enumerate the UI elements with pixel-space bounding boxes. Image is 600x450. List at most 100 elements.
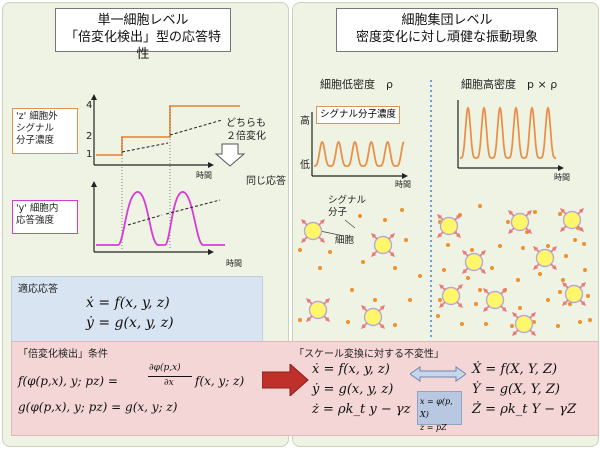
signal-dot — [470, 248, 474, 252]
signal-dot — [404, 238, 408, 242]
signal-dot — [361, 260, 365, 264]
right-title-box: 細胞集団レベル 密度変化に対し頑健な振動現象 — [336, 8, 558, 52]
y-response-curve — [96, 191, 225, 246]
cell-icon — [437, 214, 461, 238]
eq-left-2: ẏ = g(x, y, z) — [312, 382, 394, 397]
cell-icon — [508, 210, 532, 234]
cell-icon — [361, 305, 385, 329]
signal-dot — [358, 214, 362, 218]
cells-group — [301, 208, 586, 336]
transform-box: x = φ(p, X) z = pZ — [417, 391, 462, 432]
y-label: 'y' 細胞内 応答強度 — [12, 200, 78, 234]
tick-1: 1 — [86, 149, 93, 160]
cell-icon — [462, 250, 486, 274]
signal-dot — [583, 268, 587, 272]
signal-dot — [518, 306, 522, 310]
signal-dot — [498, 244, 502, 248]
high-label: 高 — [300, 116, 310, 127]
low-osc-curve — [314, 140, 405, 167]
signal-dot — [568, 302, 572, 306]
time-low: 時間 — [395, 180, 411, 189]
signal-dot — [533, 210, 537, 214]
signal-dot — [478, 204, 482, 208]
signal-dot — [558, 290, 562, 294]
tick-2: 2 — [86, 131, 93, 142]
transform-1: x = φ(p, X) — [420, 397, 453, 419]
signal-dot — [373, 298, 377, 302]
left-graphs — [91, 94, 246, 255]
signal-dot — [484, 322, 488, 326]
annot-same-response: 同じ応答 — [246, 176, 286, 187]
signal-dot — [490, 266, 494, 270]
cond-eq1-frac-num: ∂φ(p,x) — [149, 363, 181, 373]
cell-icon — [371, 233, 395, 257]
signal-dot — [408, 298, 412, 302]
eq-right-3: Ż = ρk_t Y − γZ — [472, 402, 577, 417]
cond-frac-line — [148, 376, 192, 377]
right-title-line1: 細胞集団レベル — [401, 13, 493, 28]
double-arrow-icon — [410, 366, 466, 382]
signal-dot — [561, 278, 565, 282]
signal-dot — [442, 268, 446, 272]
eq-left-3: ż = ρk_t y − γz — [312, 402, 411, 417]
signal-dot — [393, 266, 397, 270]
signal-conc-label: シグナル分子濃度 — [316, 106, 401, 124]
signal-dot — [558, 212, 562, 216]
cell-icon — [512, 312, 536, 336]
high-osc-curve — [460, 106, 556, 159]
signal-dot — [436, 314, 440, 318]
transform-2: z = pZ — [420, 423, 447, 432]
signal-dot — [506, 220, 510, 224]
right-graphs — [298, 80, 592, 340]
signal-dot — [318, 266, 322, 270]
signal-dot — [400, 208, 404, 212]
signal-dot — [586, 294, 590, 298]
eq-right-1: Ẋ = f(X, Y, Z) — [472, 362, 558, 377]
eq-right-2: Ẏ = g(X, Y, Z) — [472, 382, 560, 397]
cell-icon — [483, 288, 507, 312]
signal-dot — [418, 274, 422, 278]
time-label-1: 時間 — [196, 171, 212, 180]
adapt-eq2: ẏ = g(x, y, z) — [86, 315, 174, 331]
signal-dot — [510, 324, 514, 328]
signal-dot — [328, 250, 332, 254]
signal-dot — [393, 323, 397, 327]
signal-dot — [546, 298, 550, 302]
signal-dot — [466, 276, 470, 280]
tick-4: 4 — [86, 100, 93, 111]
scale-title: 「スケール変換に対する不変性」 — [294, 349, 444, 360]
cell-icon — [560, 208, 584, 232]
z-label: 'z' 細胞外 シグナル 分子濃度 — [12, 108, 78, 154]
signal-molecule-label: シグナル 分子 — [328, 195, 367, 218]
signal-dots — [298, 204, 592, 328]
cond-eq1-frac-den: ∂x — [164, 378, 174, 388]
cell-label: 細胞 — [335, 235, 355, 246]
left-title-line2: 「倍変化検出」型の応答特性 — [64, 30, 221, 62]
low-label: 低 — [300, 160, 310, 171]
left-title-line1: 単一細胞レベル — [97, 13, 189, 28]
z-step-curve — [96, 105, 240, 156]
time-label-2: 時間 — [226, 259, 242, 268]
time-high: 時間 — [554, 173, 570, 182]
red-arrow-icon — [262, 364, 309, 396]
cell-icon — [306, 298, 330, 322]
signal-dot — [556, 324, 560, 328]
down-arrow — [214, 143, 246, 167]
adaptation-title: 適応応答 — [18, 284, 58, 295]
signal-dot — [438, 298, 442, 302]
low-density-label: 細胞低密度 ρ — [320, 78, 393, 91]
cell-icon — [533, 246, 557, 270]
adapt-eq1: ẋ = f(x, y, z) — [86, 295, 170, 311]
signal-dot — [578, 320, 582, 324]
right-title-line2: 密度変化に対し頑健な振動現象 — [355, 30, 538, 45]
condition-title: 「倍変化検出」条件 — [18, 349, 108, 360]
signal-dot — [298, 248, 302, 252]
cell-icon — [301, 219, 325, 243]
signal-dot — [346, 320, 350, 324]
signal-dot — [350, 288, 354, 292]
high-density-label: 細胞高密度 p × ρ — [461, 78, 558, 91]
cond-eq2: g(φ(p,x), y; pz) = g(x, y; z) — [18, 400, 178, 414]
signal-dot — [564, 254, 568, 258]
cond-eq1-a: f(φ(p,x), y; pz) = — [18, 374, 118, 388]
cell-icon — [439, 284, 463, 308]
